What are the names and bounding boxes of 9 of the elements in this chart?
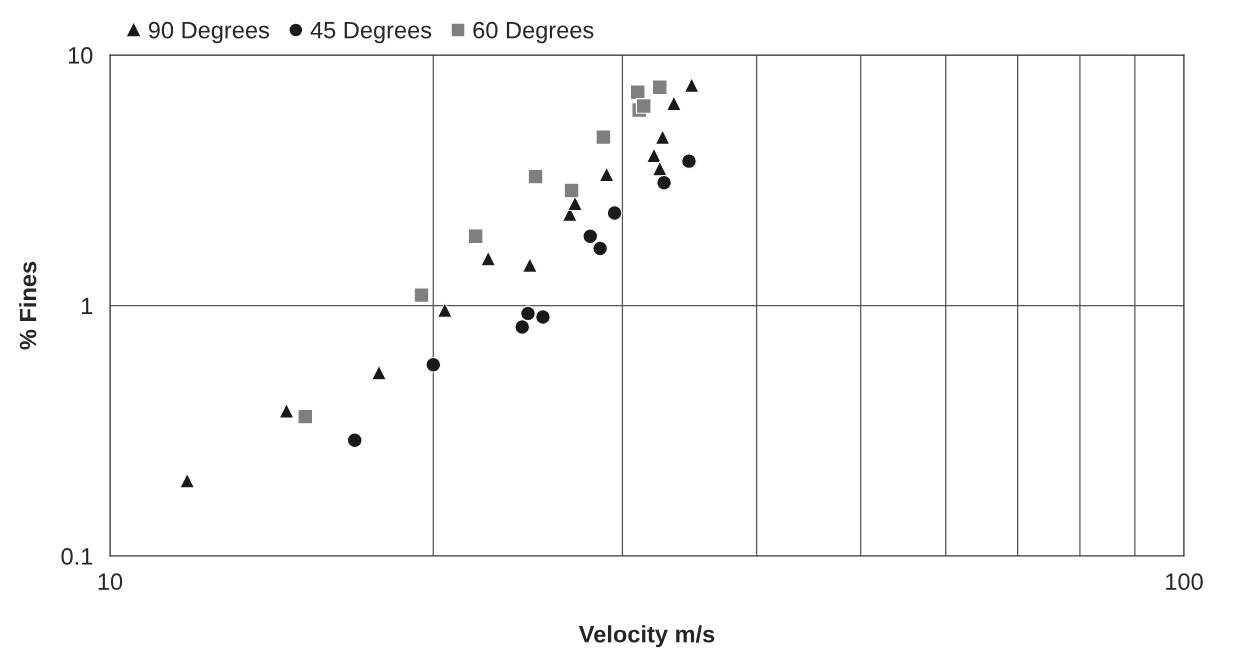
legend-label: 60 Degrees (473, 21, 594, 44)
x-tick-label: 100 (1166, 573, 1203, 591)
y-tick-label: 1 (82, 297, 93, 315)
y-tick-label: 10 (68, 47, 93, 64)
x-axis-title: Velocity m/s (578, 625, 715, 648)
y-tick-label: 0.1 (61, 548, 93, 565)
legend-label: 45 Degrees (310, 22, 432, 44)
y-axis-title: % Fines (19, 261, 37, 350)
legend-label: 90 Degrees (148, 21, 269, 44)
